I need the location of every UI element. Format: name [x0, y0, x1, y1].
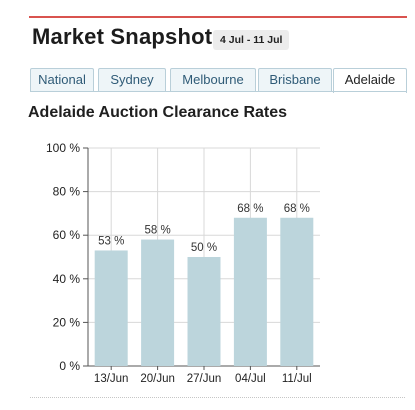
- chart-svg: 0 % 20 % 40 % 60 % 80 % 100 % 53 % 13/Jun 58 % 20…: [46, 141, 320, 385]
- bottom-divider: [30, 397, 405, 398]
- x-tick-label: 04/Jul: [235, 373, 266, 385]
- bar-04-jul: [233, 217, 267, 366]
- tab-brisbane[interactable]: Brisbane: [258, 68, 332, 91]
- y-tick-label: 100 %: [46, 141, 80, 155]
- tab-adelaide[interactable]: Adelaide: [333, 68, 407, 93]
- tab-national[interactable]: National: [30, 68, 94, 91]
- bar-value-label: 68 %: [237, 203, 263, 215]
- bar-value-label: 50 %: [191, 242, 217, 254]
- bar-20-jun: [141, 239, 175, 366]
- clearance-rate-chart: 0 % 20 % 40 % 60 % 80 % 100 % 53 % 13/Jun 58 % 20…: [28, 136, 382, 398]
- y-tick-label: 0 %: [59, 359, 80, 373]
- date-range-badge: 4 Jul - 11 Jul: [213, 30, 290, 50]
- bar-value-label: 68 %: [284, 203, 310, 215]
- tab-sydney[interactable]: Sydney: [98, 68, 166, 91]
- x-tick-label: 13/Jun: [94, 373, 129, 385]
- bar-value-label: 53 %: [98, 235, 124, 247]
- y-tick-label: 80 %: [53, 185, 81, 199]
- chart-title: Adelaide Auction Clearance Rates: [28, 104, 288, 121]
- y-tick-label: 60 %: [53, 228, 81, 242]
- x-tick-label: 20/Jun: [140, 373, 175, 385]
- y-tick-label: 40 %: [53, 272, 81, 286]
- bar-11-jul: [280, 217, 314, 366]
- x-tick-label: 11/Jul: [282, 373, 312, 385]
- tabs-underline: [30, 91, 406, 92]
- page-title: Market Snapshot: [32, 24, 213, 49]
- tab-melbourne[interactable]: Melbourne: [170, 68, 256, 91]
- bar-value-label: 58 %: [144, 225, 170, 237]
- header-accent-rule: [29, 16, 407, 18]
- x-tick-label: 27/Jun: [187, 373, 222, 385]
- bar-27-jun: [187, 257, 221, 366]
- bar-13-jun: [94, 250, 128, 366]
- y-tick-label: 20 %: [53, 315, 81, 329]
